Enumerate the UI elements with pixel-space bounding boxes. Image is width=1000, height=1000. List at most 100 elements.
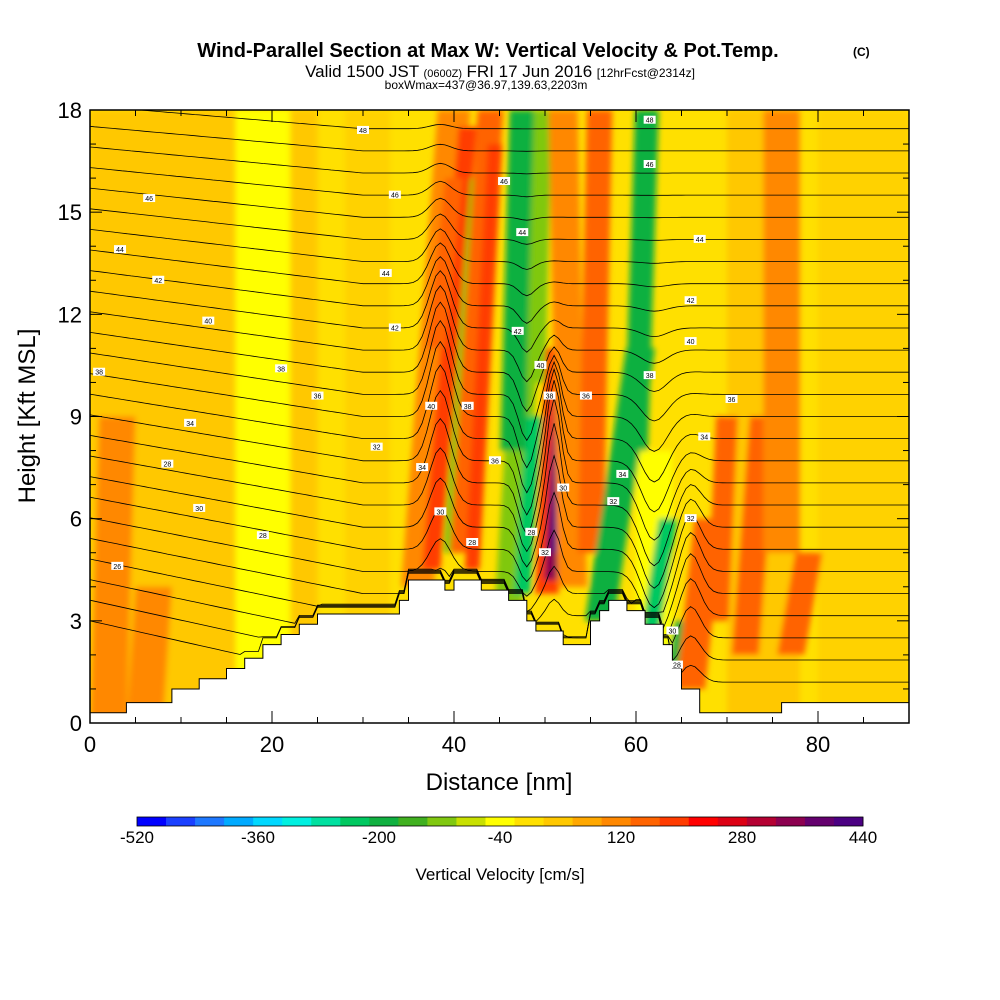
colorbar-swatch [717,817,748,826]
theta-contour [90,538,909,630]
contour-label-box [698,432,711,441]
theta-contour [90,570,909,644]
colorbar-swatch [572,817,603,826]
colorbar-swatch [369,817,399,826]
x-tick-label: 40 [442,732,466,757]
chart-title-suffix: (C) [853,45,870,59]
vertical-velocity-field [90,110,909,723]
contour-label-box [93,367,106,376]
contour-label-box [579,391,592,400]
contour-label: 46 [391,193,399,200]
contour-label-box [466,538,479,547]
contour-label-box [557,483,570,492]
theta-contour [90,558,909,636]
contour-label: 42 [514,329,522,336]
contour-label: 48 [646,118,654,125]
x-tick-label: 20 [260,732,284,757]
w-plume [577,110,613,553]
theta-contour [90,319,909,442]
colorbar-tick-label: -520 [120,828,154,847]
contour-label-box [193,503,206,512]
y-tick-label: 6 [70,507,82,532]
colorbar-tick-label: -200 [362,828,396,847]
contour-label-box [616,469,629,478]
contour-label: 28 [259,533,267,540]
contour-label: 30 [436,509,444,516]
contour-label-box [388,323,401,332]
contour-label-box [693,234,706,243]
theta-contour [90,340,909,469]
contour-label-box [184,418,197,427]
contour-label: 46 [646,162,654,169]
contour-label-box [607,497,620,506]
colorbar-swatch [137,817,167,826]
w-plume [494,314,541,604]
contour-label: 44 [518,230,526,237]
theta-contour [90,285,909,383]
w-plume [464,144,503,570]
contour-label-box [161,459,174,468]
contour-label-box [256,531,269,540]
contour-label: 36 [582,394,590,401]
contour-label: 36 [728,397,736,404]
colorbar-tick-label: 280 [728,828,756,847]
theta-contour [90,572,909,683]
contour-label: 38 [95,370,103,377]
contour-label: 48 [359,128,367,135]
y-tick-label: 18 [58,98,82,123]
contour-label-box [357,125,369,134]
contour-label-box [684,514,697,523]
theta-contour [135,110,909,130]
contour-label: 44 [382,271,390,278]
contour-label: 32 [687,516,695,523]
contour-label: 42 [687,298,695,305]
w-plume [514,416,543,594]
colorbar-swatch [630,817,661,826]
theta-contour [90,571,909,662]
contour-label-box [643,371,656,380]
contour-label: 34 [700,434,708,441]
contour-label-box [539,548,551,557]
y-axis-label: Height [Kft MSL] [14,329,41,504]
contour-label: 40 [537,363,545,370]
theta-contour [90,242,909,297]
theta-contour [90,228,909,270]
theta-contours [90,110,909,683]
colorbar-swatch [311,817,341,826]
contour-label: 30 [669,629,677,636]
contour-label-box [684,337,697,346]
contour-label-box [111,561,124,570]
contour-label: 34 [618,472,626,479]
contour-label: 30 [559,486,567,493]
w-plume [422,127,477,570]
colorbar-swatch [195,817,225,826]
contour-label-box [643,115,656,124]
contour-label: 38 [464,404,472,411]
contour-label: 28 [673,663,681,670]
contour-label: 30 [195,506,203,513]
contour-label-box [643,159,656,168]
theta-contour [90,454,909,589]
contour-label-box [684,296,697,305]
x-axis-label: Distance [nm] [426,769,573,796]
contour-label: 34 [186,421,194,428]
y-tick-label: 0 [70,711,82,736]
w-band [235,110,291,723]
x-tick-label: 60 [624,732,648,757]
contour-label-box [425,401,438,410]
theta-contour [90,208,909,245]
colorbar-tick-label: -40 [488,828,513,847]
colorbar-tick-label: -360 [241,828,275,847]
theta-contour [90,491,909,609]
contour-label: 32 [541,550,549,557]
contour-label-box [152,275,165,284]
contour-label: 32 [609,499,617,506]
contour-label-box [543,391,556,400]
x-tick-label: 80 [806,732,830,757]
contour-label-box [525,527,538,536]
contour-label-box [498,177,511,186]
contour-label: 36 [491,458,499,465]
contour-label: 40 [687,339,695,346]
